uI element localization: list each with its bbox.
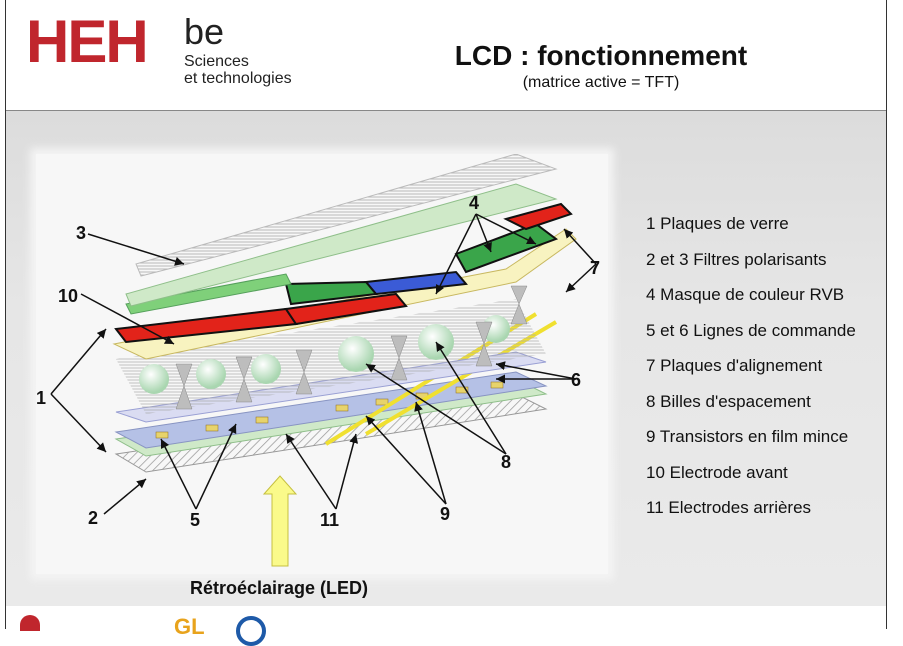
logo-suffix: be <box>184 11 225 52</box>
top-polarizer <box>135 153 558 277</box>
slide-title: LCD : fonctionnement <box>454 40 748 71</box>
legend-item: 1 Plaques de verre <box>646 214 789 233</box>
slide-frame <box>5 0 887 629</box>
slide-header: HEH be Sciences et technologies LCD : fo… <box>6 0 886 111</box>
backlight-arrow <box>262 475 298 567</box>
rgb-mask-green <box>284 280 378 306</box>
rgb-mask-green-3 <box>125 273 292 315</box>
label-1: 1 <box>36 388 46 408</box>
twisted-crystals <box>175 285 528 410</box>
rgb-mask-red-2 <box>284 292 408 326</box>
lcd-layers-illustration: 3 10 4 7 1 2 5 6 8 9 11 <box>36 153 600 567</box>
label-5: 5 <box>190 510 200 530</box>
logo-main: HEH <box>26 8 149 75</box>
legend-list: 1 Plaques de verre 2 et 3 Filtres polari… <box>646 214 856 534</box>
backlight-caption: Rétroéclairage (LED) <box>190 578 369 598</box>
label-9: 9 <box>440 504 450 524</box>
legend-item: 4 Masque de couleur RVB <box>646 285 845 304</box>
legend-item: 2 et 3 Filtres polarisants <box>646 249 827 269</box>
label-11: 11 <box>320 510 339 530</box>
legend-item: 7 Plaques d'alignement <box>646 356 823 375</box>
label-8: 8 <box>501 452 511 472</box>
label-10: 10 <box>58 286 78 306</box>
rgb-mask-red-3 <box>503 202 573 231</box>
legend-item: 10 Electrode avant <box>646 462 788 482</box>
slide-footer: GL <box>6 606 886 646</box>
logo-tagline: Sciences et technologies <box>184 53 292 87</box>
label-3: 3 <box>76 223 86 243</box>
top-glass <box>125 183 558 307</box>
footer-logo-icon <box>20 615 40 631</box>
legend-item: 5 et 6 Lignes de commande <box>646 320 856 340</box>
lcd-diagram: 3 10 4 7 1 2 5 6 8 9 11 <box>36 153 608 574</box>
label-6: 6 <box>571 370 581 390</box>
legend-item: 11 Electrodes arrières <box>646 498 812 517</box>
label-7: 7 <box>590 258 600 278</box>
footer-partner-logo-icon: GL <box>174 614 205 639</box>
slide-subtitle: (matrice active = TFT) <box>522 74 680 91</box>
slide: HEH be Sciences et technologies LCD : fo… <box>5 0 887 646</box>
footer-circle-logo-icon <box>236 616 266 646</box>
label-4: 4 <box>469 193 479 213</box>
label-2: 2 <box>88 508 98 528</box>
legend-item: 9 Transistors en film mince <box>646 427 849 446</box>
legend-item: 8 Billes d'espacement <box>646 391 811 411</box>
